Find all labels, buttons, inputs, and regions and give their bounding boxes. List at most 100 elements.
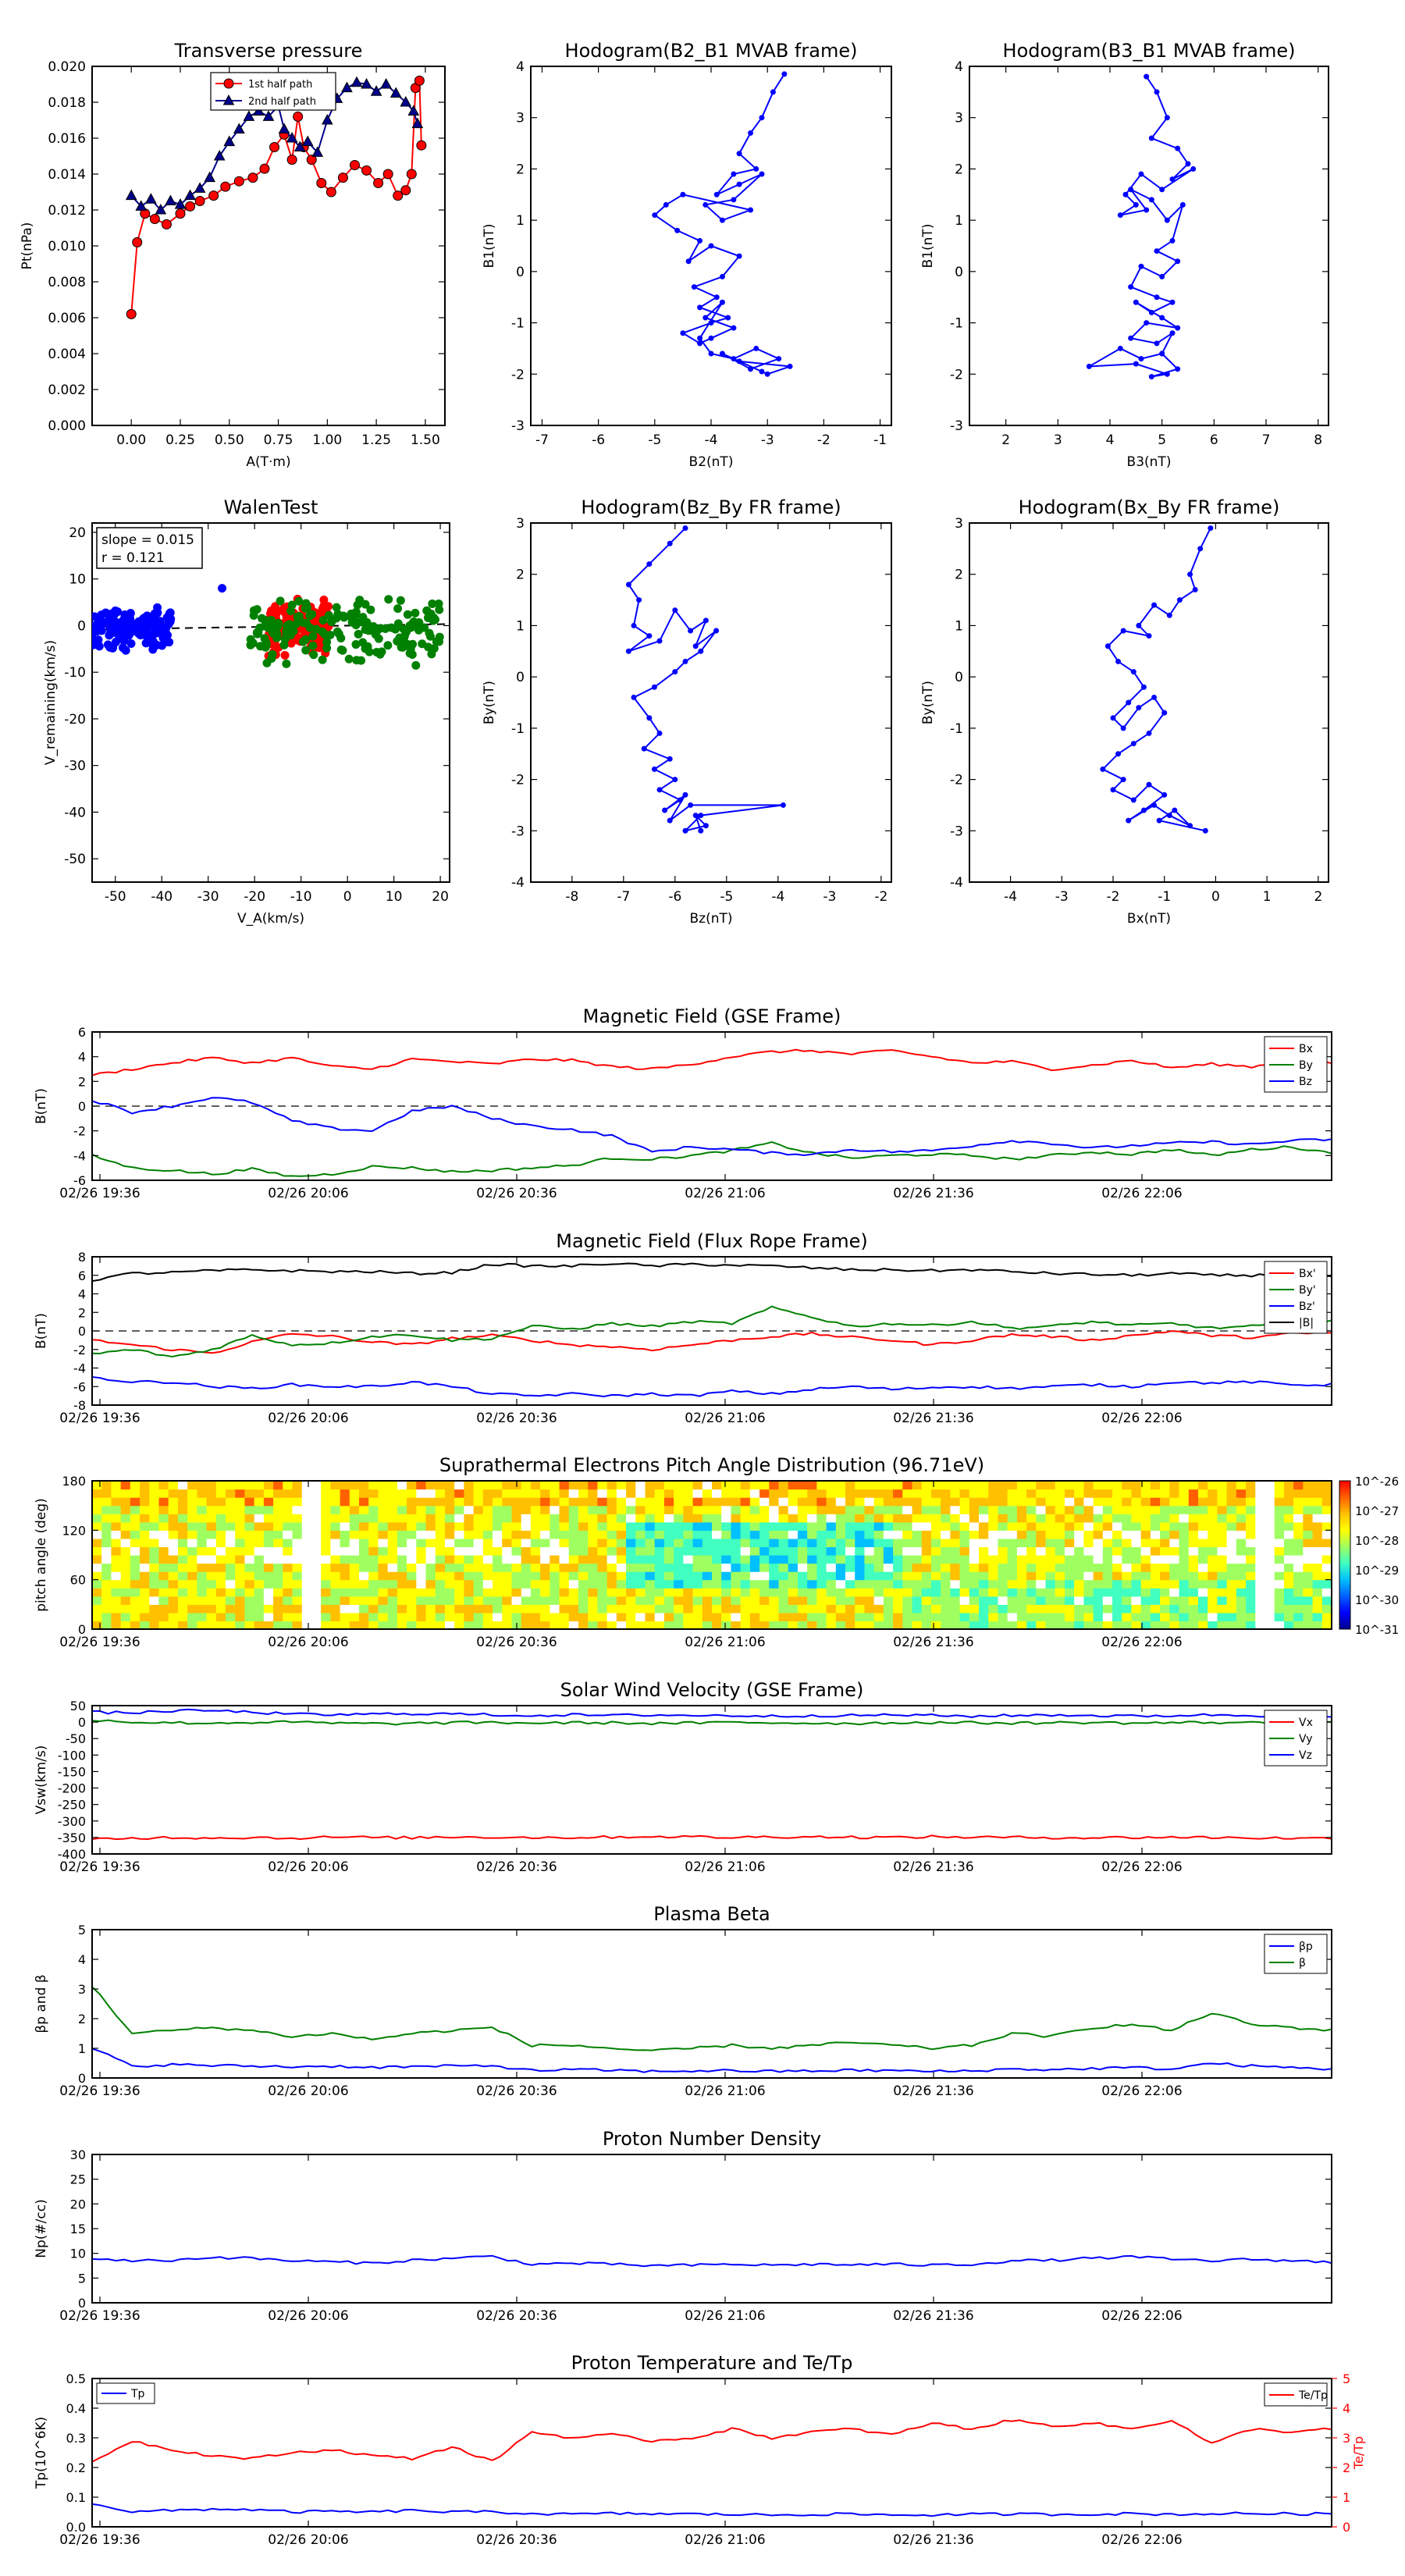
- heatmap-cell: [883, 1521, 894, 1531]
- heatmap-cell: [206, 1489, 217, 1498]
- heatmap-cell: [1036, 1596, 1047, 1605]
- heatmap-cell: [1074, 1530, 1084, 1539]
- data-point: [174, 198, 187, 209]
- heatmap-cell: [1208, 1530, 1218, 1539]
- heatmap-cell: [1274, 1538, 1285, 1548]
- heatmap-cell: [731, 1555, 742, 1564]
- scatter-point: [269, 628, 278, 638]
- heatmap-cell: [606, 1579, 617, 1589]
- axis-ytick-label: -8: [73, 1398, 86, 1413]
- heatmap-cell: [893, 1579, 903, 1589]
- heatmap-cell: [473, 1521, 484, 1531]
- data-point: [1164, 371, 1170, 377]
- heatmap-cell: [444, 1530, 455, 1539]
- heatmap-cell: [864, 1530, 875, 1539]
- axis-ytick-label: 10: [69, 572, 86, 588]
- heatmap-cell: [1321, 1514, 1332, 1523]
- heatmap-cell: [464, 1612, 475, 1622]
- heatmap-cell: [740, 1481, 751, 1490]
- heatmap-cell: [969, 1530, 980, 1539]
- scatter-point: [428, 599, 437, 608]
- heatmap-cell: [464, 1538, 475, 1548]
- data-point: [1175, 258, 1181, 265]
- heatmap-cell: [969, 1555, 980, 1564]
- heatmap-cell: [101, 1530, 112, 1539]
- heatmap-cell: [797, 1481, 808, 1490]
- heatmap-cell: [330, 1530, 341, 1539]
- heatmap-cell: [616, 1571, 627, 1581]
- axis-ytick-label: -4: [511, 875, 525, 891]
- data-point: [321, 113, 333, 125]
- heatmap-cell: [349, 1579, 360, 1589]
- heatmap-cell: [530, 1563, 541, 1572]
- heatmap-cell: [902, 1538, 913, 1548]
- heatmap-cell: [1064, 1596, 1075, 1605]
- heatmap-cell: [969, 1546, 980, 1556]
- heatmap-cell: [473, 1588, 484, 1597]
- heatmap-cell: [197, 1505, 208, 1514]
- heatmap-cell: [1074, 1505, 1084, 1514]
- heatmap-cell: [845, 1538, 855, 1548]
- heatmap-cell: [359, 1596, 369, 1605]
- data-point: [1144, 73, 1150, 80]
- heatmap-cell: [998, 1579, 1008, 1589]
- heatmap-cell: [826, 1538, 837, 1548]
- heatmap-cell: [921, 1555, 932, 1564]
- data-point: [350, 76, 363, 87]
- heatmap-cell: [1093, 1571, 1104, 1581]
- heatmap-cell: [1274, 1555, 1285, 1564]
- heatmap-cell: [130, 1555, 140, 1564]
- y-axis-label: Pt(nPa): [20, 222, 35, 270]
- heatmap-cell: [273, 1604, 283, 1614]
- data-point: [713, 628, 720, 634]
- heatmap-cell: [1093, 1538, 1104, 1548]
- heatmap-cell: [283, 1497, 293, 1507]
- heatmap-cell: [158, 1497, 169, 1507]
- heatmap-cell: [692, 1505, 703, 1514]
- heatmap-cell: [530, 1555, 541, 1564]
- x-axis-label: V_A(km/s): [237, 911, 304, 927]
- heatmap-cell: [1160, 1505, 1170, 1514]
- heatmap-cell: [340, 1563, 350, 1572]
- heatmap-cell: [197, 1521, 208, 1531]
- heatmap-cell: [263, 1579, 274, 1589]
- heatmap-cell: [435, 1588, 446, 1597]
- heatmap-cell: [1064, 1571, 1075, 1581]
- data-point: [719, 273, 725, 279]
- heatmap-cell: [1007, 1563, 1018, 1572]
- heatmap-cell: [1236, 1489, 1247, 1498]
- heatmap-cell: [511, 1497, 522, 1507]
- heatmap-cell: [493, 1563, 503, 1572]
- series-line: [92, 2048, 1332, 2073]
- heatmap-cell: [292, 1563, 303, 1572]
- data-point: [736, 253, 742, 259]
- scatter-point: [273, 622, 283, 632]
- data-point: [278, 123, 290, 133]
- data-point: [1159, 187, 1165, 193]
- heatmap-cell: [530, 1571, 541, 1581]
- heatmap-cell: [797, 1621, 808, 1629]
- heatmap-cell: [826, 1521, 837, 1531]
- scatter-point: [434, 637, 443, 646]
- heatmap-cell: [1016, 1538, 1027, 1548]
- heatmap-cell: [959, 1521, 970, 1531]
- heatmap-cell: [674, 1563, 684, 1572]
- heatmap-cell: [816, 1612, 827, 1622]
- data-point: [1140, 807, 1147, 813]
- heatmap-cell: [769, 1489, 780, 1498]
- heatmap-cell: [1093, 1546, 1104, 1556]
- heatmap-cell: [1236, 1612, 1247, 1622]
- heatmap-cell: [473, 1579, 484, 1589]
- data-point: [361, 165, 372, 176]
- heatmap-cell: [1026, 1555, 1037, 1564]
- heatmap-cell: [387, 1497, 398, 1507]
- heatmap-cell: [387, 1612, 398, 1622]
- heatmap-cell: [559, 1546, 570, 1556]
- heatmap-cell: [149, 1563, 160, 1572]
- scatter-point: [411, 660, 421, 670]
- heatmap-cell: [683, 1546, 694, 1556]
- data-point: [1122, 191, 1129, 197]
- heatmap-cell: [359, 1505, 369, 1514]
- heatmap-cell: [635, 1538, 646, 1548]
- heatmap-cell: [864, 1588, 875, 1597]
